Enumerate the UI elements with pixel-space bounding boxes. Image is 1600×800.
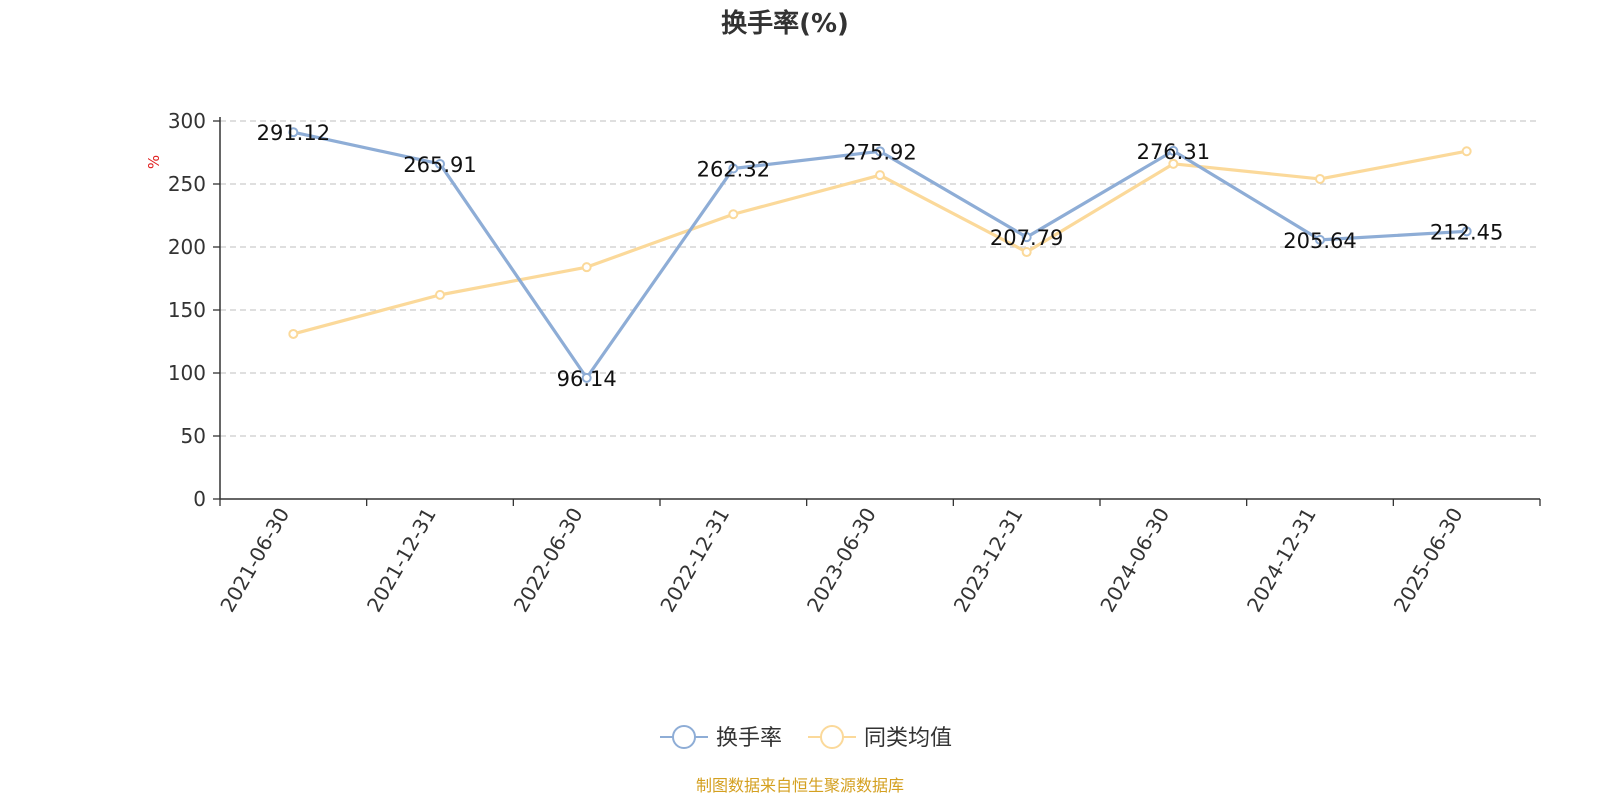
y-axis-unit-label: % — [145, 155, 163, 169]
data-label: 262.32 — [697, 157, 770, 181]
series-point-1 — [1021, 247, 1032, 258]
chart-title: 换手率(%) — [721, 8, 849, 39]
data-label: 276.31 — [1137, 140, 1210, 164]
series-point-0 — [435, 158, 445, 169]
series-point-1 — [288, 328, 299, 339]
series-point-0 — [875, 146, 885, 157]
series-point-0 — [1461, 226, 1472, 237]
series-point-0 — [1021, 232, 1032, 243]
series-point-0 — [1168, 145, 1179, 156]
source-note: 制图数据来自恒生聚源数据库 — [696, 776, 904, 795]
data-label: 205.64 — [1283, 229, 1356, 253]
x-tick-label: 2025-06-30 — [1389, 504, 1468, 617]
series-point-0 — [1315, 234, 1325, 245]
y-tick-label: 0 — [193, 487, 206, 511]
legend-marker — [672, 725, 696, 749]
series-point-1 — [1315, 173, 1325, 184]
data-label: 96.14 — [557, 367, 617, 391]
series-point-0 — [728, 163, 739, 174]
series-point-1 — [581, 262, 592, 273]
x-tick-label: 2024-12-31 — [1242, 504, 1321, 617]
x-tick-label: 2023-12-31 — [949, 504, 1028, 617]
y-tick-label: 100 — [168, 361, 206, 385]
data-label: 291.12 — [257, 121, 330, 145]
series-point-1 — [728, 209, 739, 220]
series-point-0 — [288, 127, 299, 138]
y-tick-label: 250 — [168, 172, 206, 196]
y-tick-label: 150 — [168, 298, 206, 322]
legend-marker — [820, 725, 844, 749]
series-lines — [288, 127, 1472, 383]
x-tick-label: 2022-12-31 — [655, 504, 734, 617]
x-tick-label: 2024-06-30 — [1095, 504, 1174, 617]
data-label: 275.92 — [843, 140, 916, 164]
x-tick-label: 2023-06-30 — [802, 504, 881, 617]
legend[interactable]: 换手率 同类均值 — [660, 725, 952, 751]
x-tick-label: 2021-12-31 — [362, 504, 441, 617]
legend-label: 同类均值 — [864, 726, 952, 751]
grid-lines — [220, 120, 1540, 437]
data-label: 212.45 — [1430, 220, 1503, 244]
series-point-1 — [1461, 146, 1472, 157]
data-label: 265.91 — [403, 153, 476, 177]
y-tick-label: 50 — [181, 424, 206, 448]
legend-label: 换手率 — [716, 726, 782, 751]
data-labels: 291.12 265.91 96.14 262.32 275.92 207.79 276.3… — [257, 121, 1504, 391]
y-tick-label: 200 — [168, 235, 206, 259]
series-point-1 — [1168, 158, 1179, 169]
x-tick-label: 2022-06-30 — [509, 504, 588, 617]
x-tick-label: 2021-06-30 — [215, 504, 294, 617]
data-label: 207.79 — [990, 226, 1063, 250]
series-point-1 — [435, 289, 445, 300]
axes: 0 50 100 150 200 250 300 2021-06-30 2021-12-31 20… — [168, 109, 1541, 617]
y-tick-label: 300 — [168, 109, 206, 133]
series-point-0 — [581, 372, 592, 383]
series-point-1 — [875, 170, 885, 181]
